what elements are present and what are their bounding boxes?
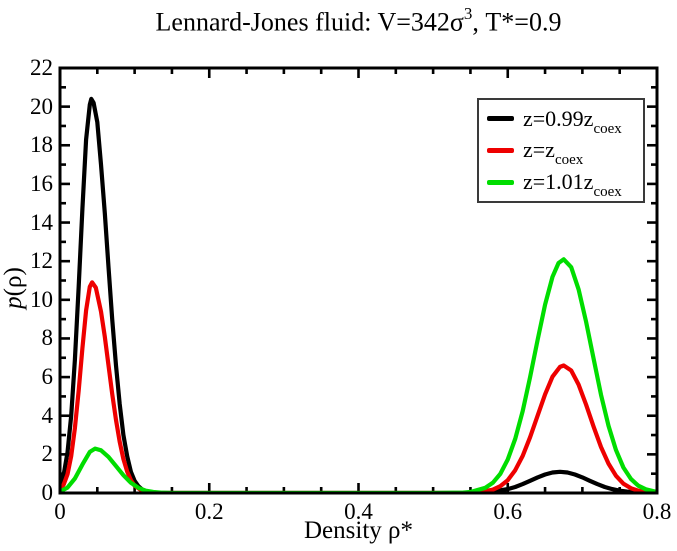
- y-tick-label: 0: [41, 480, 54, 505]
- chart-title-superscript: 3: [463, 4, 473, 23]
- legend-label-text: z=z: [523, 137, 555, 163]
- x-axis-label: Density ρ*: [304, 517, 413, 544]
- legend-label-text: z=0.99z: [523, 105, 594, 131]
- y-tick-label: 20: [30, 93, 53, 119]
- curve-red: [60, 280, 657, 493]
- chart-title-text: Lennard-Jones fluid: V=342σ: [155, 7, 464, 37]
- y-tick-label: 8: [41, 325, 54, 351]
- y-tick-label: 12: [30, 248, 53, 274]
- legend-box: z=0.99zcoex z=zcoex z=1.01zcoex: [477, 98, 645, 203]
- chart-title-suffix: , T*=0.9: [472, 7, 562, 37]
- legend-item-red: z=zcoex: [487, 135, 637, 168]
- y-tick-label: 6: [41, 364, 54, 390]
- x-tick-label: 0.4: [344, 499, 373, 524]
- legend-label-subscript: coex: [593, 184, 622, 201]
- legend-label-subscript: coex: [554, 152, 584, 169]
- y-tick-label: 4: [41, 402, 54, 428]
- curve-green: [60, 257, 657, 493]
- legend-line-red: [487, 147, 514, 153]
- curve-black: [60, 96, 657, 493]
- chart-title: Lennard-Jones fluid: V=342σ3, T*=0.9: [60, 4, 657, 38]
- legend-label-text: z=1.01z: [523, 169, 594, 195]
- y-tick-label: 10: [30, 286, 53, 312]
- legend-label-subscript: coex: [593, 120, 622, 137]
- legend-label: z=zcoex: [523, 137, 583, 168]
- x-tick-label: 0.6: [493, 499, 523, 524]
- legend-label: z=0.99zcoex: [523, 105, 622, 137]
- legend-item-green: z=1.01zcoex: [487, 167, 637, 200]
- legend-item-black: z=0.99zcoex: [487, 103, 637, 137]
- legend-line-green: [487, 179, 514, 185]
- legend-line-black: [487, 116, 514, 122]
- x-tick-label: 0.2: [194, 499, 224, 524]
- x-tick-label: 0.8: [642, 499, 672, 524]
- y-tick-label: 18: [30, 132, 53, 158]
- x-tick-label: 0: [54, 499, 66, 524]
- y-tick-label: 14: [30, 209, 53, 235]
- y-tick-label: 22: [30, 55, 53, 80]
- legend-label: z=1.01zcoex: [523, 169, 622, 200]
- plot-frame: [58, 66, 659, 495]
- y-tick-label: 2: [41, 441, 54, 467]
- y-tick-label: 16: [30, 170, 53, 196]
